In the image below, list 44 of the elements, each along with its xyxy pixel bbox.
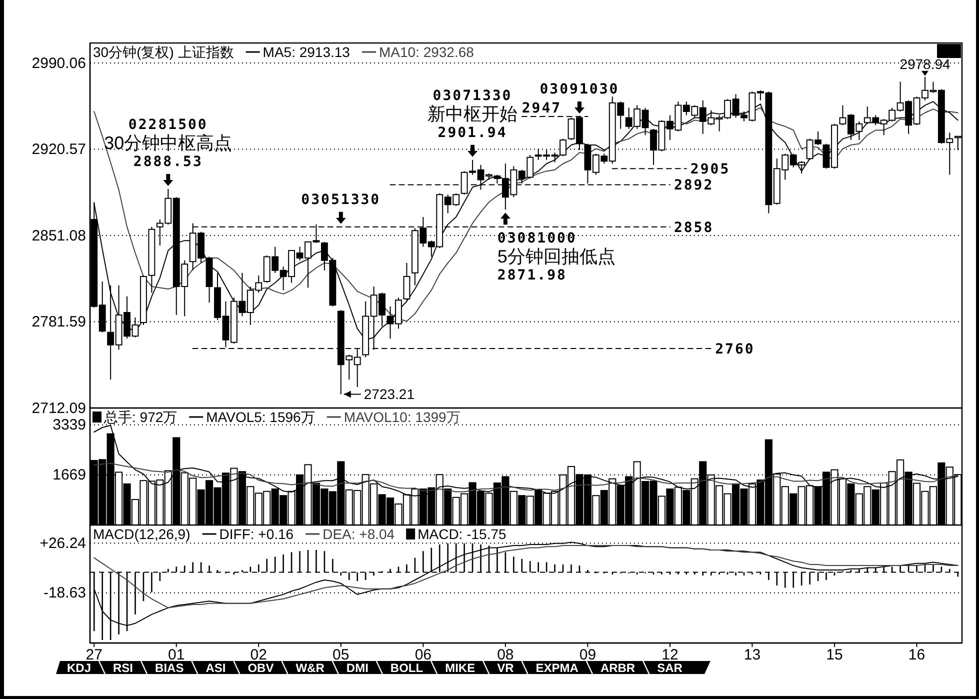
- line-series: [94, 462, 958, 492]
- annotation: 03051330: [301, 192, 381, 208]
- y-tick-label: 3339: [52, 416, 86, 434]
- series-label: 2760: [715, 341, 755, 358]
- text: ARBR: [600, 660, 636, 675]
- line-series: [94, 545, 958, 608]
- text: W&R: [296, 660, 325, 675]
- legend-label: DIFF: +0.16: [219, 526, 294, 542]
- y-tick-label: 2920.57: [32, 141, 86, 158]
- series-label: 2892: [674, 178, 714, 194]
- legend-label: MAVOL5: 1596万: [206, 408, 315, 425]
- chart-title: 30分钟(复权) 上证指数: [93, 44, 234, 60]
- text: MIKE: [445, 660, 476, 675]
- y-tick-label: +26.24: [40, 534, 86, 552]
- annotation: 03081000 5分钟回抽低点 2871.98: [497, 230, 616, 284]
- x-tick-label: 13: [744, 646, 761, 664]
- series-label: 2858: [674, 220, 714, 236]
- text: ASI: [206, 660, 226, 675]
- y-tick-label: 2851.08: [32, 227, 86, 244]
- legend-label: MACD: -15.75: [418, 526, 506, 542]
- legend-label: MAVOL10: 1399万: [344, 408, 460, 425]
- y-tick-label: 2712.09: [32, 400, 86, 417]
- legend-label: MA5: 2913.13: [262, 44, 350, 60]
- chart-title: MACD(12,26,9): [93, 526, 190, 542]
- annotation: 03071330 新中枢开始 2901.94: [428, 88, 518, 141]
- legend-label: DEA: +8.04: [322, 526, 395, 542]
- legend-label: MA10: 2932.68: [378, 44, 474, 60]
- series-label: 2905: [690, 161, 730, 178]
- annotation: 03091030: [540, 81, 620, 98]
- text: EXPMA: [536, 660, 579, 675]
- x-tick-label: 09: [579, 646, 596, 664]
- annotation: 2723.21: [364, 386, 415, 402]
- annotation: 2978.94: [900, 56, 950, 72]
- legend-label: 总手: 972万: [103, 408, 178, 425]
- annotation: 02281500 30分钟中枢高点 2888.53: [104, 117, 232, 170]
- x-tick-label: 16: [908, 646, 926, 664]
- y-tick-label: -18.63: [43, 584, 86, 602]
- y-tick-label: 2990.06: [32, 54, 86, 72]
- y-tick-label: 2781.59: [32, 314, 86, 331]
- series-label: 2947: [522, 100, 562, 116]
- text: RSI: [113, 660, 134, 675]
- y-tick-label: 1669: [52, 466, 86, 484]
- candlestick: [403, 262, 410, 301]
- x-tick-label: 15: [826, 646, 843, 664]
